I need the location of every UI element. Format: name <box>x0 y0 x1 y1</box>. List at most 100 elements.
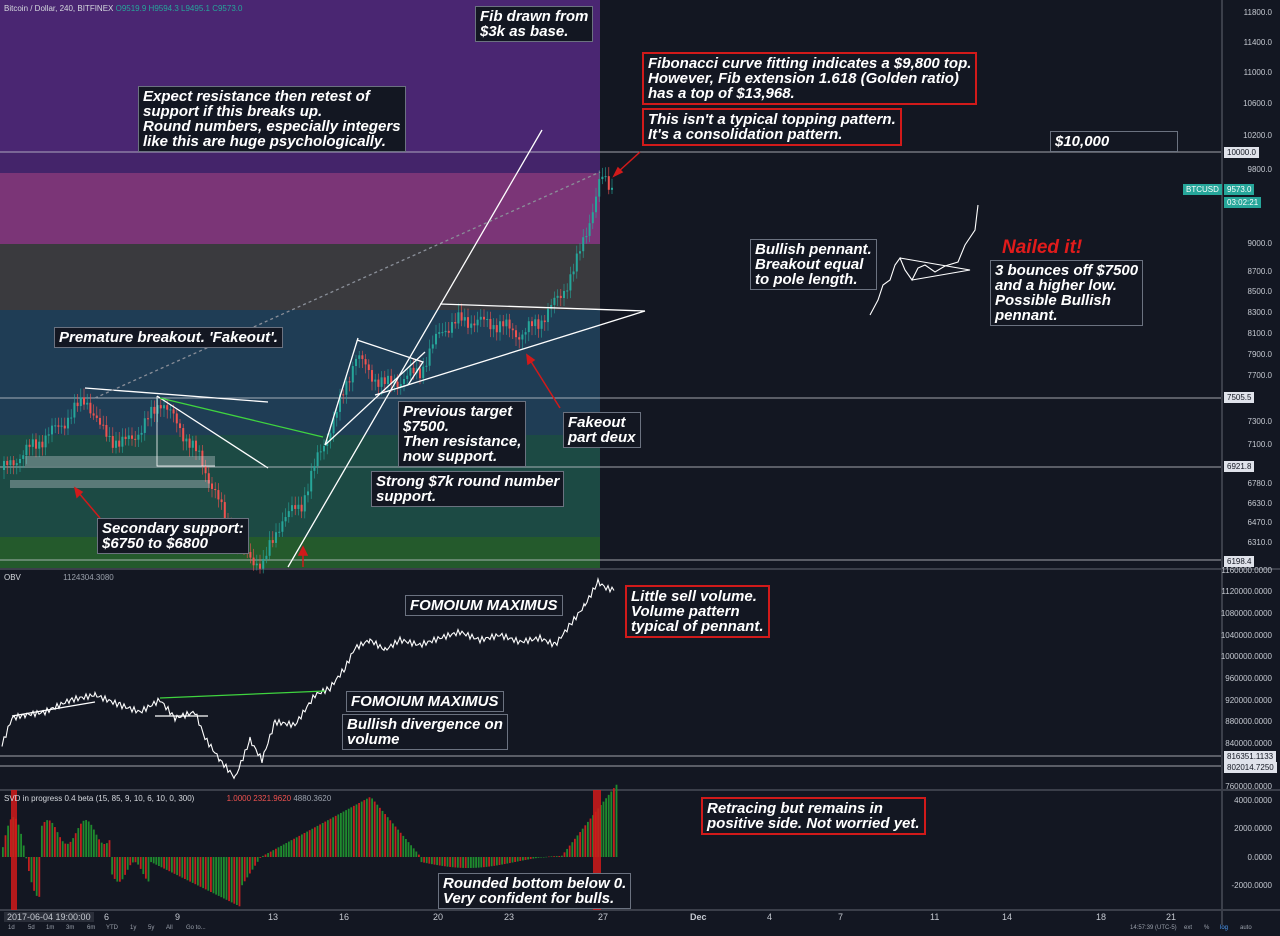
high-value: H9594.3 <box>148 4 179 13</box>
svd-bar <box>537 857 540 858</box>
annotation-fomo-2[interactable]: FOMOIUM MAXIMUS <box>346 691 504 712</box>
goto-button[interactable]: Go to... <box>186 925 206 931</box>
range-all[interactable]: All <box>166 925 173 931</box>
log-toggle[interactable]: log <box>1220 925 1229 931</box>
svd-bar <box>420 857 423 863</box>
annotation-fomo-1[interactable]: FOMOIUM MAXIMUS <box>405 595 563 616</box>
svd-bar <box>576 835 579 857</box>
range-ytd[interactable]: YTD <box>106 925 118 931</box>
candle-body <box>6 460 9 466</box>
price-tick: 7900.0 <box>1247 350 1272 359</box>
level-lines[interactable] <box>0 151 1222 767</box>
svd-bar <box>314 827 316 857</box>
range-1m[interactable]: 1m <box>46 925 55 931</box>
candle-body <box>313 466 316 471</box>
obv-tag-b: 802014.7250 <box>1224 762 1277 773</box>
svd-bar <box>428 857 431 864</box>
svd-bar <box>90 824 93 857</box>
candle-body <box>527 321 530 333</box>
svd-bar <box>389 820 392 857</box>
range-5d[interactable]: 5d <box>28 925 35 931</box>
symbol-legend[interactable]: Bitcoin / Dollar, 240, BITFINEX O9519.9 … <box>4 4 242 13</box>
range-1y[interactable]: 1y <box>130 925 137 931</box>
svd-bar <box>376 804 379 857</box>
svd-title[interactable]: SVD in progress 0.4 beta (15, 85, 9, 10,… <box>4 794 195 803</box>
time-tick-month: Dec <box>690 912 707 922</box>
annotation-retracing[interactable]: Retracing but remains in positive side. … <box>701 797 926 835</box>
price-tag-timer: 03:02:21 <box>1224 197 1262 208</box>
svd-bar <box>228 857 230 902</box>
candle-body <box>531 321 533 327</box>
candle-body <box>255 563 258 566</box>
range-6m[interactable]: 6m <box>87 925 96 931</box>
annotation-bounces[interactable]: 3 bounces off $7500 and a higher low. Po… <box>990 260 1144 326</box>
annotation-sell-volume[interactable]: Little sell volume. Volume pattern typic… <box>625 585 770 638</box>
obv-legend[interactable]: OBV 1124304.3080 <box>4 573 114 582</box>
close-value: C9573.0 <box>212 4 243 13</box>
svd-bar <box>288 841 290 857</box>
annotation-fakeout-deux[interactable]: Fakeout part deux <box>563 412 641 448</box>
obv-line <box>1 576 615 780</box>
svd-bar <box>142 857 145 875</box>
candle-body <box>169 409 172 411</box>
annotation-seven-k[interactable]: Strong $7k round number support. <box>371 471 565 507</box>
symbol-title[interactable]: Bitcoin / Dollar, 240, BITFINEX <box>4 4 114 13</box>
annotation-divergence[interactable]: Bullish divergence on volume <box>342 714 508 750</box>
candle-body <box>111 436 114 448</box>
candle-body <box>380 377 383 387</box>
svd-bar <box>303 833 306 857</box>
annotation-ten-k[interactable]: $10,000 <box>1050 131 1178 152</box>
annotation-consolidation[interactable]: This isn't a typical topping pattern. It… <box>642 108 902 146</box>
candle-body <box>211 483 213 489</box>
candle-body <box>12 460 15 466</box>
svd-bar <box>215 857 217 895</box>
svd-bar <box>524 857 527 860</box>
svd-bar <box>204 857 207 890</box>
svd-bar <box>355 804 358 857</box>
auto-toggle[interactable]: auto <box>1240 925 1252 931</box>
annotation-nailed[interactable]: Nailed it! <box>1002 237 1083 258</box>
svd-bar <box>493 857 496 866</box>
svd-bar <box>571 842 574 857</box>
obv-tick: 1160000.0000 <box>1221 566 1272 575</box>
annotation-resistance[interactable]: Expect resistance then retest of support… <box>138 86 406 152</box>
annotation-pennant[interactable]: Bullish pennant. Breakout equal to pole … <box>750 239 877 290</box>
candle-body <box>515 330 517 338</box>
annotation-prev-target[interactable]: Previous target $7500. Then resistance, … <box>398 401 527 467</box>
time-cursor-label: 2017-06-04 19:00:00 <box>4 912 94 922</box>
svd-bar <box>529 857 532 860</box>
candle-body <box>467 317 469 328</box>
svd-value-2: 2321.9620 <box>253 794 292 803</box>
candle-body <box>345 381 348 395</box>
svd-bar <box>254 857 256 866</box>
annotation-fib-base[interactable]: Fib drawn from $3k as base. <box>475 6 594 42</box>
svd-bar <box>17 824 20 857</box>
svd-bar <box>483 857 485 868</box>
candle-body <box>508 319 511 329</box>
candle-body <box>553 297 556 305</box>
range-1d[interactable]: 1d <box>8 925 15 931</box>
svd-bar <box>371 798 373 857</box>
svd-bar <box>220 857 223 898</box>
annotation-secondary-support[interactable]: Secondary support: $6750 to $6800 <box>97 518 249 554</box>
ext-toggle[interactable]: ext <box>1184 925 1193 931</box>
price-candles <box>3 167 613 574</box>
svd-bar <box>256 857 259 862</box>
svd-bar <box>236 857 238 905</box>
annotation-fakeout[interactable]: Premature breakout. 'Fakeout'. <box>54 327 283 348</box>
annotation-rounded-bottom[interactable]: Rounded bottom below 0. Very confident f… <box>438 873 632 909</box>
svd-bar <box>568 845 571 857</box>
svd-tick: 0.0000 <box>1247 853 1272 862</box>
obv-title[interactable]: OBV <box>4 573 21 582</box>
annotation-fib-top[interactable]: Fibonacci curve fitting indicates a $9,8… <box>642 52 978 105</box>
range-5y[interactable]: 5y <box>148 925 155 931</box>
svd-legend[interactable]: SVD in progress 0.4 beta (15, 85, 9, 10,… <box>4 794 331 803</box>
svd-bar <box>519 857 522 861</box>
candle-body <box>294 505 297 509</box>
candle-body <box>591 212 594 224</box>
candle-body <box>159 405 162 409</box>
range-3m[interactable]: 3m <box>66 925 75 931</box>
candle-body <box>67 417 69 429</box>
percent-toggle[interactable]: % <box>1204 925 1210 931</box>
